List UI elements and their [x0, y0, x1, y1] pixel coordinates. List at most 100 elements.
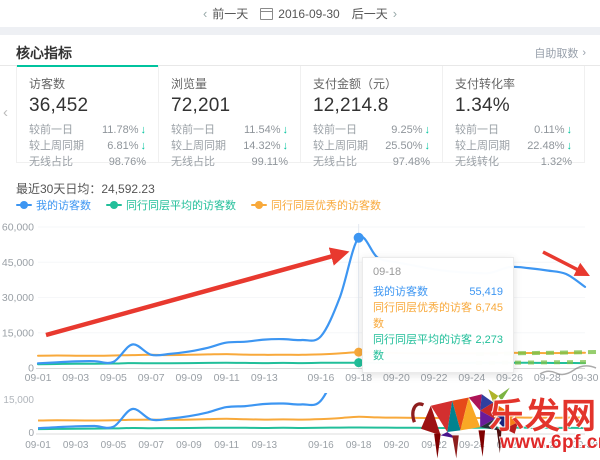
panel-title: 核心指标: [16, 45, 72, 61]
self-service-data-label: 自助取数: [534, 48, 579, 60]
metric-card-1[interactable]: 浏览量 72,201 较前一日 11.54% ↓ 较上周同期 14.32% ↓ 无线占比 99.1…: [159, 66, 301, 168]
metric-value: 1.34%: [455, 95, 510, 116]
metric-row-label: 较上周同期: [313, 140, 368, 152]
x-axis-tick: 09-22: [421, 372, 448, 384]
metric-title: 访客数: [29, 77, 66, 91]
metric-row-value: 97.48%: [392, 156, 430, 168]
metric-row-value: 11.78% ↓: [102, 124, 147, 136]
metric-row-label: 无线占比: [29, 156, 73, 168]
mini-x-tick: 09-05: [101, 440, 127, 451]
arrow-down-icon: ↓: [140, 124, 147, 136]
arrow-down-icon: ↓: [282, 140, 289, 152]
x-axis-tick: 09-20: [383, 372, 410, 384]
x-axis-tick: 09-24: [458, 372, 485, 384]
x-axis-tick: 09-13: [251, 372, 278, 384]
arrow-down-icon: ↓: [566, 124, 573, 136]
mini-x-tick: 09-30: [572, 440, 598, 451]
metric-row-label: 无线占比: [171, 156, 215, 168]
chart-tooltip: 09-18 我的访客数 55,419 同行同层优秀的访客数 6,745 同行同层平均的访…: [362, 257, 514, 373]
mini-x-tick: 09-20: [384, 440, 410, 451]
tooltip-row: 我的访客数 55,419: [373, 284, 503, 300]
metric-row-value: 25.50% ↓: [385, 140, 430, 152]
mini-x-tick: 09-07: [138, 440, 164, 451]
date-nav-bar: ‹ 前一天 2016-09-30 后一天 ›: [0, 0, 600, 27]
tooltip-row-value: 6,745: [475, 302, 503, 314]
cards-prev-chevron[interactable]: ‹: [3, 104, 8, 121]
legend-dot: [110, 201, 118, 209]
metric-row-label: 无线转化: [455, 156, 499, 168]
mini-x-tick: 09-13: [252, 440, 278, 451]
metric-row: 较前一日 11.54% ↓: [171, 122, 288, 138]
metric-value: 72,201: [171, 95, 231, 116]
metric-row: 较前一日 0.11% ↓: [455, 122, 572, 138]
metric-row-label: 较前一日: [455, 124, 499, 136]
mini-x-tick: 09-16: [308, 440, 334, 451]
chevron-right-icon: ›: [392, 6, 398, 21]
legend-label: 同行同层平均的访客数: [126, 200, 236, 212]
x-axis-tick: 09-28: [534, 372, 561, 384]
tooltip-row: 同行同层优秀的访客数 6,745: [373, 300, 503, 332]
metric-card-3[interactable]: 支付转化率 1.34% 较前一日 0.11% ↓ 较上周同期 22.48% ↓ 无线转化 1.32…: [443, 66, 584, 168]
mini-x-tick: 09-01: [25, 440, 51, 451]
tooltip-row-value: 55,419: [469, 286, 503, 298]
metric-title: 支付转化率: [455, 77, 516, 91]
metric-card-2[interactable]: 支付金额（元） 12,214.8 较前一日 9.25% ↓ 较上周同期 25.50% ↓ 无线占…: [301, 66, 443, 168]
metric-row-label: 较上周同期: [455, 140, 510, 152]
watermark-scribble: [539, 365, 597, 376]
metric-row-value: 6.81% ↓: [107, 140, 146, 152]
legend-item-0[interactable]: 我的访客数: [16, 197, 91, 213]
y-axis-tick: 0: [28, 363, 34, 375]
mini-x-tick: 09-11: [214, 440, 239, 451]
metric-row: 无线转化 1.32%: [455, 154, 572, 170]
x-axis-tick: 09-01: [25, 372, 52, 384]
watermark-url[interactable]: www.6pf.cn: [500, 432, 600, 453]
annotation-arrow-rise: [45, 247, 350, 338]
mini-y-tick: 0: [28, 428, 34, 439]
metric-row-label: 较前一日: [171, 124, 215, 136]
panel-header: 核心指标 自助取数 ›: [0, 35, 600, 66]
y-axis-tick: 30,000: [2, 292, 34, 304]
tooltip-row-label: 我的访客数: [373, 286, 428, 298]
mini-x-tick: 09-09: [176, 440, 202, 451]
date-picker[interactable]: 2016-09-30: [260, 6, 340, 21]
tooltip-row-value: 2,273: [475, 334, 503, 346]
metric-row-value: 14.32% ↓: [243, 140, 289, 152]
current-date: 2016-09-30: [278, 6, 340, 21]
mini-series-line-0: [38, 393, 328, 430]
metric-row: 较上周同期 6.81% ↓: [29, 138, 146, 154]
watermark-site-name: 乐发网: [489, 397, 598, 436]
arrow-down-icon: ↓: [282, 124, 289, 136]
metric-row-value: 9.25% ↓: [391, 124, 430, 136]
next-day-button[interactable]: 后一天 ›: [352, 5, 397, 22]
metric-cards-row: 访客数 36,452 较前一日 11.78% ↓ 较上周同期 6.81% ↓ 无线占比 98.76…: [16, 65, 585, 168]
legend-dot: [20, 201, 28, 209]
tooltip-date: 09-18: [373, 266, 402, 278]
metric-row-value: 99.11%: [251, 156, 289, 168]
metric-row-label: 较上周同期: [171, 140, 226, 152]
metric-row-value: 98.76%: [108, 156, 146, 168]
tooltip-row-label: 同行同层优秀的访客数: [373, 302, 472, 330]
prev-day-button[interactable]: ‹ 前一天: [203, 5, 248, 22]
mini-x-tick: 09-24: [459, 440, 485, 451]
legend-item-2[interactable]: 同行同层优秀的访客数: [251, 197, 381, 213]
x-axis-tick: 09-18: [345, 372, 372, 384]
arrow-down-icon: ↓: [566, 140, 573, 152]
legend-dot: [255, 201, 263, 209]
metric-row-value: 22.48% ↓: [527, 140, 573, 152]
metric-card-0[interactable]: 访客数 36,452 较前一日 11.78% ↓ 较上周同期 6.81% ↓ 无线占比 98.76…: [17, 65, 159, 168]
x-axis-tick: 09-03: [62, 372, 89, 384]
annotation-arrow-drop: [542, 250, 590, 277]
chevron-right-icon: ›: [582, 47, 586, 59]
x-axis-tick: 09-11: [214, 372, 240, 384]
watermark-bull-logo: [411, 387, 518, 459]
next-day-label: 后一天: [351, 7, 388, 21]
metric-row: 无线占比 97.48%: [313, 154, 430, 170]
legend-item-1[interactable]: 同行同层平均的访客数: [106, 197, 236, 213]
highlight-dot-average: [354, 358, 364, 368]
mini-x-tick: 09-26: [497, 440, 523, 451]
metric-row-label: 较前一日: [313, 124, 357, 136]
x-axis-tick: 09-05: [100, 372, 127, 384]
self-service-data-link[interactable]: 自助取数 ›: [534, 45, 586, 61]
metric-title: 浏览量: [171, 77, 208, 91]
